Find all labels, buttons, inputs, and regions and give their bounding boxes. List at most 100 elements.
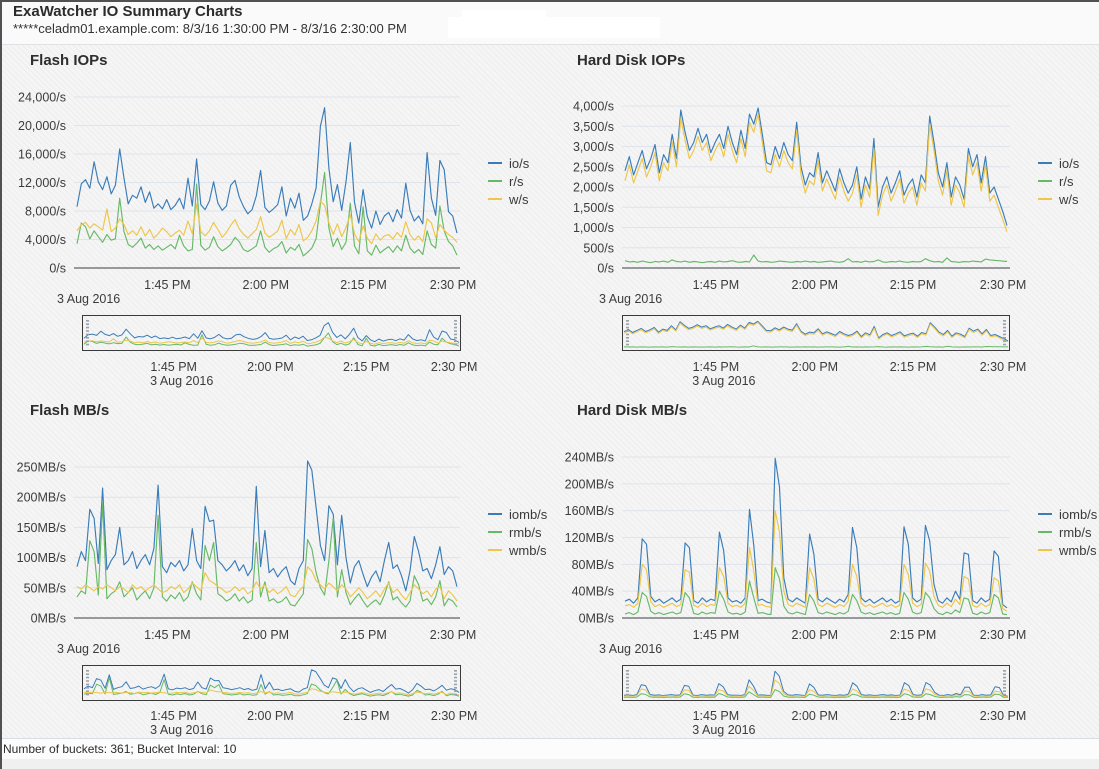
legend-item: iomb/s xyxy=(488,505,547,523)
overview-x-tick-label: 2:30 PM xyxy=(980,360,1027,374)
series-swatch xyxy=(488,162,502,164)
overview-brush[interactable] xyxy=(622,315,1010,351)
y-tick-label: 8,000/s xyxy=(25,205,66,219)
header: ExaWatcher IO Summary Charts *****celadm… xyxy=(0,0,1099,45)
bottom-strip xyxy=(0,759,1099,769)
overview-x-tick-label: 2:00 PM xyxy=(247,360,294,374)
overview-x-tick-label: 1:45 PM xyxy=(693,360,740,374)
series-line-w/s xyxy=(624,113,1008,232)
legend-item: r/s xyxy=(1038,172,1079,190)
overview-x-tick-label: 1:45 PM xyxy=(150,360,197,374)
redaction-box xyxy=(97,19,191,35)
x-tick-label: 2:15 PM xyxy=(890,278,937,292)
y-tick-label: 16,000/s xyxy=(18,148,66,162)
chart-title: Flash MB/s xyxy=(30,402,110,419)
overview-brush[interactable] xyxy=(622,665,1010,701)
legend-label: wmb/s xyxy=(509,542,547,558)
y-tick-label: 0MB/s xyxy=(31,612,66,626)
legend-label: io/s xyxy=(509,155,530,171)
y-tick-label: 120MB/s xyxy=(565,531,614,545)
series-line-io/s xyxy=(624,107,1008,226)
legend-item: io/s xyxy=(1038,154,1079,172)
x-tick-label: 2:30 PM xyxy=(980,628,1027,642)
y-tick-label: 4,000/s xyxy=(573,100,614,114)
series-line-io/s xyxy=(76,107,458,234)
legend-item: rmb/s xyxy=(1038,523,1097,541)
series-swatch xyxy=(488,549,502,551)
overview-series-line-w/s xyxy=(83,336,460,345)
overview-brush[interactable] xyxy=(82,665,461,701)
y-tick-label: 2,500/s xyxy=(573,160,614,174)
x-tick-label: 2:00 PM xyxy=(792,628,839,642)
series-swatch xyxy=(1038,549,1052,551)
overview-brush[interactable] xyxy=(82,315,461,351)
page-title: ExaWatcher IO Summary Charts xyxy=(13,3,243,20)
y-tick-label: 200MB/s xyxy=(17,491,66,505)
flash-mbs-chart: 250MB/s 200MB/s 150MB/s 100MB/s 50MB/s 0MB/s 1… xyxy=(17,460,477,737)
legend: iomb/s rmb/s wmb/s xyxy=(488,505,547,559)
y-tick-label: 50MB/s xyxy=(24,581,66,595)
overview-x-tick-label: 2:30 PM xyxy=(431,360,478,374)
page-subtitle: *****celadm01.example.com: 8/3/16 1:30:0… xyxy=(13,21,407,36)
x-tick-label: 2:15 PM xyxy=(340,278,387,292)
date-label: 3 Aug 2016 xyxy=(57,292,120,306)
overview-x-tick-label: 2:00 PM xyxy=(792,360,839,374)
overview-series-line-iomb/s xyxy=(623,670,1009,697)
x-tick-label: 2:00 PM xyxy=(243,278,290,292)
legend-item: wmb/s xyxy=(488,541,547,559)
x-tick-label: 1:45 PM xyxy=(693,278,740,292)
series-swatch xyxy=(1038,198,1052,200)
date-label: 3 Aug 2016 xyxy=(599,642,662,656)
y-tick-label: 20,000/s xyxy=(18,119,66,133)
y-tick-label: 2,000/s xyxy=(573,181,614,195)
overview-series-line-io/s xyxy=(83,322,460,343)
series-line-rmb/s xyxy=(76,502,458,608)
y-tick-label: 80MB/s xyxy=(572,558,614,572)
x-tick-label: 2:30 PM xyxy=(430,628,477,642)
status-bar: Number of buckets: 361; Bucket Interval:… xyxy=(0,738,1099,759)
series-line-wmb/s xyxy=(76,566,458,602)
date-label: 3 Aug 2016 xyxy=(57,642,120,656)
x-tick-label: 2:00 PM xyxy=(792,278,839,292)
y-tick-label: 240MB/s xyxy=(565,451,614,465)
series-line-iomb/s xyxy=(624,457,1008,609)
overview-x-tick-label: 2:00 PM xyxy=(792,709,839,723)
y-tick-label: 160MB/s xyxy=(565,504,614,518)
series-line-wmb/s xyxy=(624,510,1008,612)
y-tick-label: 500/s xyxy=(583,241,614,255)
overview-series-line-io/s xyxy=(623,320,1009,342)
overview-x-tick-label: 2:15 PM xyxy=(343,709,390,723)
legend-item: wmb/s xyxy=(1038,541,1097,559)
overview-x-tick-label: 1:45 PM xyxy=(693,709,740,723)
legend: io/s r/s w/s xyxy=(488,154,529,208)
hard-disk-iops-chart: 4,000/s 3,500/s 3,000/s 2,500/s 2,000/s 1,500… xyxy=(573,100,1027,389)
overview-date-label: 3 Aug 2016 xyxy=(150,374,213,388)
x-tick-label: 2:30 PM xyxy=(980,278,1027,292)
overview-x-tick-label: 1:45 PM xyxy=(150,709,197,723)
legend-item: io/s xyxy=(488,154,529,172)
window-top-edge xyxy=(0,0,1099,2)
y-tick-label: 0/s xyxy=(597,262,614,276)
y-tick-label: 40MB/s xyxy=(572,585,614,599)
bucket-info: Number of buckets: 361; Bucket Interval:… xyxy=(3,742,237,756)
legend-label: rmb/s xyxy=(509,524,542,540)
overview-date-label: 3 Aug 2016 xyxy=(150,723,213,737)
series-swatch xyxy=(1038,513,1052,515)
legend-label: w/s xyxy=(509,191,529,207)
overview-series-line-w/s xyxy=(623,321,1009,343)
overview-series-line-iomb/s xyxy=(83,669,460,694)
x-tick-label: 2:30 PM xyxy=(430,278,477,292)
legend-label: io/s xyxy=(1059,155,1080,171)
y-tick-label: 1,000/s xyxy=(573,221,614,235)
overview-date-label: 3 Aug 2016 xyxy=(692,723,755,737)
overview-series-line-r/s xyxy=(83,332,460,347)
y-tick-label: 150MB/s xyxy=(17,521,66,535)
series-swatch xyxy=(488,198,502,200)
y-tick-label: 0MB/s xyxy=(579,612,614,626)
panel-hard-disk-mbs: Hard Disk MB/s 240MB/s 200MB/s 160MB/s 120M… xyxy=(549,392,1098,744)
y-tick-label: 1,500/s xyxy=(573,201,614,215)
overview-x-tick-label: 2:15 PM xyxy=(890,360,937,374)
legend-label: rmb/s xyxy=(1059,524,1092,540)
series-line-iomb/s xyxy=(76,460,458,592)
